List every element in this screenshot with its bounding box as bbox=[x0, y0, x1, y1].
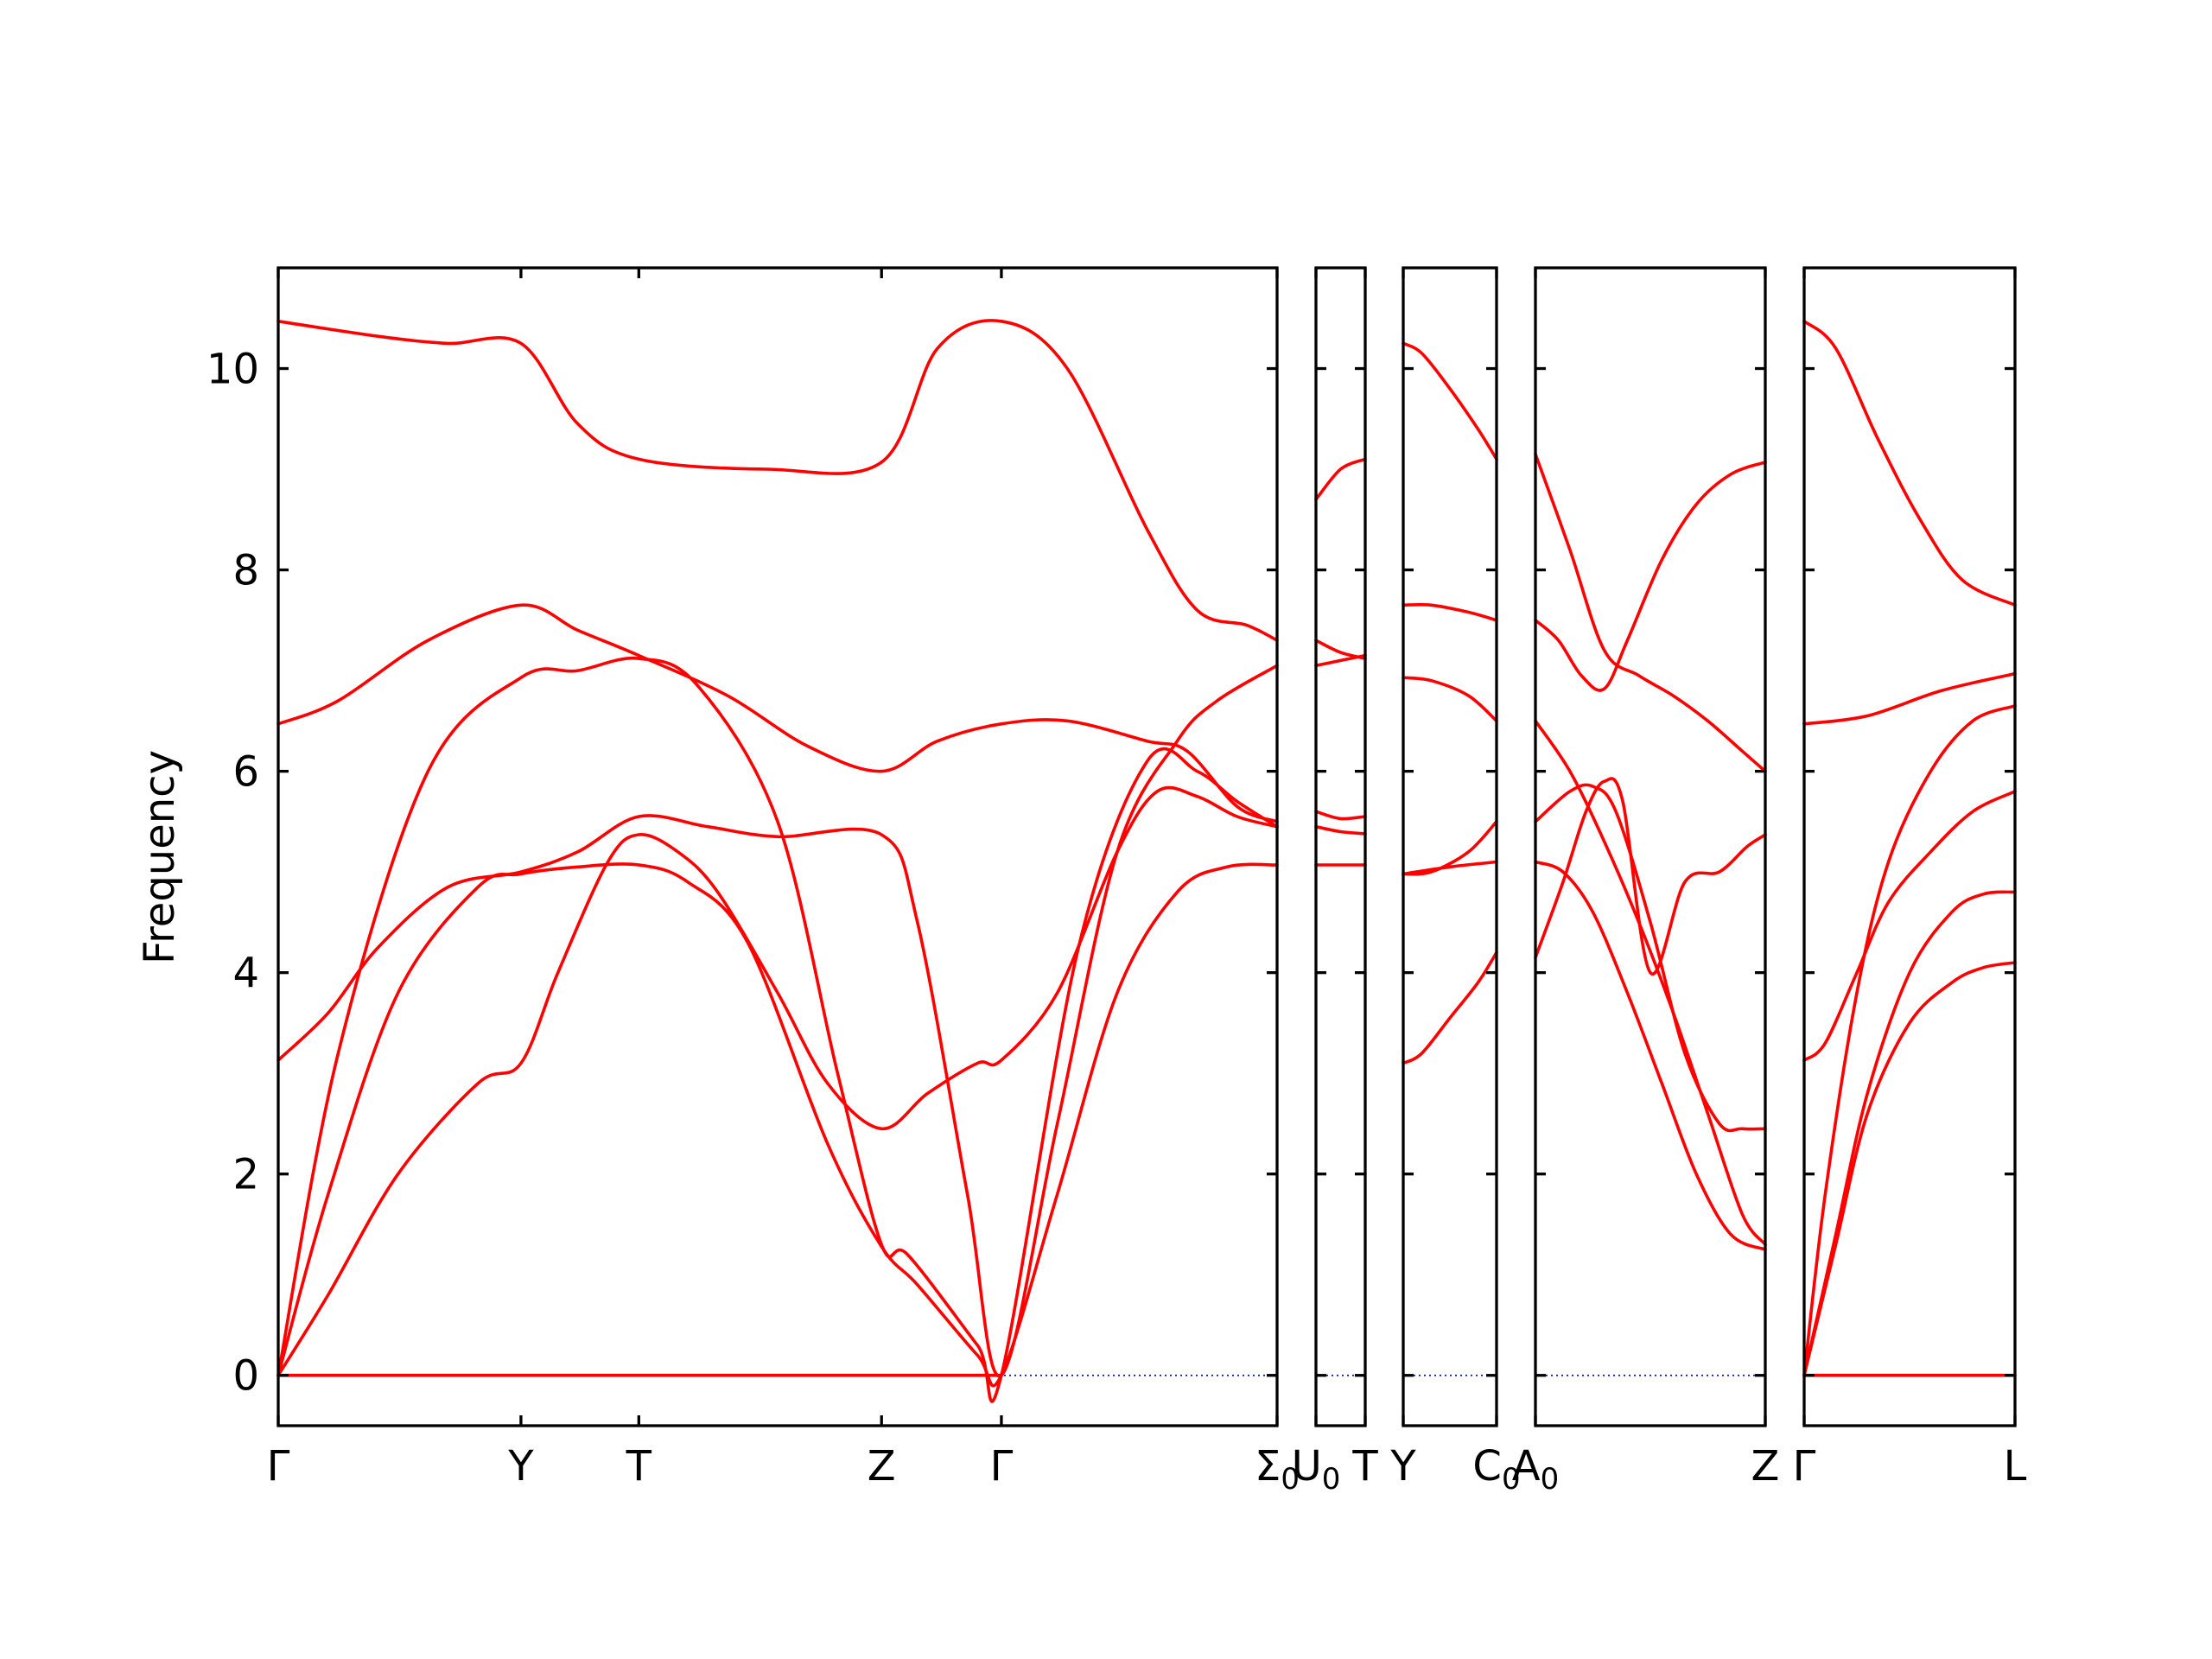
bands-panel-5 bbox=[1802, 320, 2017, 1377]
band-line-2 bbox=[1534, 461, 1767, 692]
x-tick-label: T bbox=[1351, 1442, 1378, 1491]
panel-frame bbox=[1402, 266, 1498, 1427]
band-line-3 bbox=[1802, 704, 2017, 1377]
x-tick-label: Y bbox=[1389, 1442, 1416, 1491]
band-line-3 bbox=[1402, 676, 1498, 723]
band-line-4 bbox=[1314, 810, 1367, 821]
band-line-5 bbox=[1402, 860, 1498, 876]
band-line-2 bbox=[1402, 602, 1498, 622]
panel-frame bbox=[1534, 266, 1767, 1427]
band-line-6 bbox=[276, 785, 1279, 1377]
bands-panel-4 bbox=[1534, 452, 1767, 1251]
band-line-3 bbox=[1534, 719, 1767, 1247]
band-line-5 bbox=[276, 862, 1279, 1388]
band-line-5 bbox=[1314, 824, 1367, 836]
y-tick-label: 0 bbox=[232, 1352, 259, 1401]
band-line-6 bbox=[1402, 950, 1498, 1065]
panel-1: Γ Y T Z Γ Σ0 bbox=[267, 266, 1300, 1497]
band-line-1 bbox=[276, 319, 1279, 642]
band-line-6 bbox=[1534, 777, 1767, 976]
panel-4: A0 Z bbox=[1512, 266, 1780, 1497]
x-tick-label: Γ bbox=[990, 1442, 1014, 1491]
y-tick-labels: 0 2 4 6 8 10 bbox=[207, 346, 259, 1401]
band-line-1 bbox=[1314, 457, 1367, 501]
x-tick-label: T bbox=[626, 1442, 652, 1491]
x-tick-label: C0 bbox=[1472, 1442, 1520, 1497]
band-line-1 bbox=[1802, 320, 2017, 607]
bands-panel-2 bbox=[1314, 457, 1367, 867]
y-tick-label: 4 bbox=[232, 950, 259, 998]
bands-panel-3 bbox=[1402, 341, 1498, 1065]
band-line-4 bbox=[1402, 820, 1498, 876]
panel-2: U0 T bbox=[1292, 266, 1378, 1497]
band-line-6 bbox=[1802, 961, 2017, 1377]
x-tick-label: U0 bbox=[1292, 1442, 1341, 1497]
x-tick-label: Γ bbox=[1793, 1442, 1816, 1491]
band-line-3 bbox=[276, 656, 1279, 1403]
x-tick-label: Y bbox=[507, 1442, 534, 1491]
y-tick-label: 10 bbox=[207, 346, 259, 394]
x-tick-label: Γ bbox=[267, 1442, 290, 1491]
band-line-4 bbox=[276, 664, 1279, 1378]
y-tick-label: 2 bbox=[232, 1151, 259, 1199]
x-tick-label: L bbox=[2004, 1442, 2027, 1491]
band-line-5 bbox=[1802, 890, 2017, 1377]
band-line-5 bbox=[1534, 860, 1767, 1251]
panel-frame bbox=[1314, 266, 1367, 1427]
band-line-3 bbox=[1314, 653, 1367, 668]
x-tick-label: Σ0 bbox=[1255, 1442, 1300, 1497]
x-tick-label: A0 bbox=[1512, 1442, 1559, 1497]
panel-frame bbox=[1802, 266, 2017, 1427]
bands-panel-1 bbox=[276, 319, 1279, 1403]
x-tick-label: Z bbox=[868, 1442, 896, 1491]
panel-frame bbox=[276, 266, 1279, 1427]
band-line-2 bbox=[276, 603, 1279, 823]
y-tick-label: 6 bbox=[232, 748, 259, 797]
y-tick-label: 8 bbox=[232, 547, 259, 595]
band-line-1 bbox=[1534, 452, 1767, 773]
band-line-4 bbox=[1802, 790, 2017, 1062]
panel-3: Y C0 bbox=[1389, 266, 1521, 1497]
band-line-1 bbox=[1402, 341, 1498, 461]
x-tick-label: Z bbox=[1751, 1442, 1780, 1491]
band-line-4 bbox=[1534, 783, 1767, 1133]
band-line-2 bbox=[1802, 671, 2017, 726]
y-axis-label: Frequency bbox=[136, 750, 184, 964]
